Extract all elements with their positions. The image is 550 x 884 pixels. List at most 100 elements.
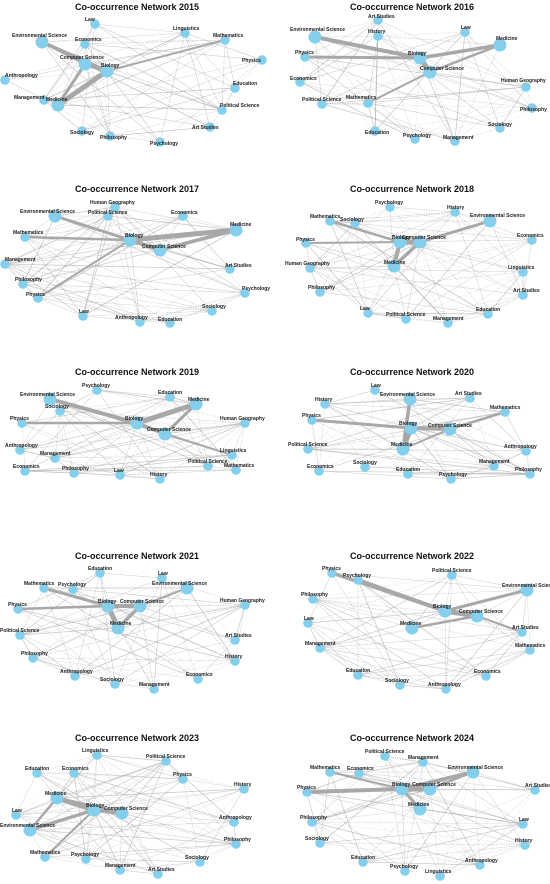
node-circle[interactable]: [450, 207, 460, 217]
node-circle[interactable]: [373, 31, 383, 41]
node-circle[interactable]: [39, 95, 49, 105]
node-circle[interactable]: [18, 279, 28, 289]
node-economics[interactable]: Economics: [171, 210, 198, 221]
node-circle[interactable]: [483, 214, 497, 228]
node-circle[interactable]: [466, 765, 480, 779]
node-psychology[interactable]: Psychology: [403, 133, 431, 144]
node-philosophy[interactable]: Philosophy: [520, 103, 547, 113]
node-circle[interactable]: [43, 392, 57, 406]
node-circle[interactable]: [521, 446, 531, 456]
node-economics[interactable]: Economics: [474, 669, 501, 681]
node-circle[interactable]: [195, 857, 205, 867]
node-circle[interactable]: [50, 453, 60, 463]
node-political-science[interactable]: Political Science: [386, 312, 426, 324]
node-psychology[interactable]: Psychology: [150, 137, 178, 147]
node-circle[interactable]: [35, 35, 49, 49]
node-circle[interactable]: [33, 293, 43, 303]
node-art-studies[interactable]: Art Studies: [192, 122, 219, 132]
node-circle[interactable]: [308, 594, 318, 604]
node-circle[interactable]: [87, 803, 101, 817]
node-computer-science[interactable]: Computer Science: [147, 427, 191, 441]
node-environmental-science[interactable]: Environmental Science: [152, 581, 207, 595]
node-circle[interactable]: [20, 466, 30, 476]
node-circle[interactable]: [48, 209, 62, 223]
node-circle[interactable]: [308, 30, 322, 44]
node-environmental-science[interactable]: Environmental Science: [0, 823, 55, 837]
node-circle[interactable]: [165, 392, 175, 402]
node-environmental-science[interactable]: Environmental Science: [12, 33, 67, 49]
node-physics[interactable]: Physics: [26, 292, 45, 303]
node-circle[interactable]: [230, 635, 240, 645]
node-circle[interactable]: [495, 123, 505, 133]
node-circle[interactable]: [207, 306, 217, 316]
node-computer-science[interactable]: Computer Science: [420, 65, 464, 79]
node-circle[interactable]: [363, 98, 373, 108]
node-physics[interactable]: Physics: [297, 785, 316, 797]
node-environmental-science[interactable]: Environmental Science: [470, 213, 525, 228]
node-management[interactable]: Management: [40, 451, 71, 463]
node-circle[interactable]: [135, 317, 145, 327]
node-circle[interactable]: [149, 684, 159, 694]
node-circle[interactable]: [158, 427, 172, 441]
node-circle[interactable]: [396, 442, 410, 456]
node-circle[interactable]: [110, 679, 120, 689]
node-art-studies[interactable]: Art Studies: [148, 867, 175, 879]
node-law[interactable]: Law: [78, 309, 89, 321]
node-education[interactable]: Education: [230, 81, 257, 93]
node-circle[interactable]: [20, 232, 30, 242]
node-computer-science[interactable]: Computer Science: [402, 235, 446, 249]
node-circle[interactable]: [111, 621, 125, 635]
node-law[interactable]: Law: [11, 808, 22, 820]
node-history[interactable]: History: [447, 205, 464, 217]
node-circle[interactable]: [315, 287, 325, 297]
node-circle[interactable]: [393, 235, 407, 249]
node-medicine[interactable]: Medicine: [391, 442, 413, 456]
node-circle[interactable]: [180, 581, 194, 595]
node-circle[interactable]: [103, 211, 113, 221]
node-circle[interactable]: [518, 819, 528, 829]
node-circle[interactable]: [155, 137, 165, 147]
node-circle[interactable]: [307, 817, 317, 827]
node-circle[interactable]: [525, 645, 535, 655]
node-circle[interactable]: [475, 860, 485, 870]
node-law[interactable]: Law: [157, 571, 168, 583]
node-philosophy[interactable]: Philosophy: [300, 815, 327, 827]
node-political-science[interactable]: Political Science: [188, 459, 228, 471]
node-management[interactable]: Management: [443, 135, 474, 146]
node-management[interactable]: Management: [14, 95, 49, 105]
node-economics[interactable]: Economics: [347, 766, 374, 778]
node-circle[interactable]: [470, 609, 484, 623]
node-political-science[interactable]: Political Science: [217, 103, 260, 115]
node-circle[interactable]: [489, 461, 499, 471]
node-political-science[interactable]: Political Science: [432, 568, 472, 580]
node-circle[interactable]: [450, 136, 460, 146]
node-environmental-science[interactable]: Environmental Science: [290, 27, 345, 44]
node-circle[interactable]: [161, 756, 171, 766]
node-medicine[interactable]: Medicine: [384, 259, 406, 273]
node-linguistics[interactable]: Linguistics: [82, 748, 109, 760]
node-circle[interactable]: [78, 311, 88, 321]
node-circle[interactable]: [530, 785, 540, 795]
node-circle[interactable]: [231, 465, 241, 475]
node-anthropology[interactable]: Anthropology: [504, 444, 537, 456]
node-management[interactable]: Management: [0, 257, 36, 269]
node-medicine[interactable]: Medicine: [408, 802, 430, 816]
node-circle[interactable]: [400, 866, 410, 876]
node-circle[interactable]: [320, 399, 330, 409]
node-psychology[interactable]: Psychology: [375, 200, 403, 212]
node-medicine[interactable]: Medicine: [229, 222, 252, 237]
node-economics[interactable]: Economics: [290, 76, 317, 87]
node-anthropology[interactable]: Anthropology: [115, 315, 148, 327]
node-circle[interactable]: [353, 670, 363, 680]
node-medicine[interactable]: Medicine: [188, 397, 210, 411]
node-law[interactable]: Law: [460, 25, 471, 37]
node-computer-science[interactable]: Computer Science: [412, 782, 456, 796]
node-history[interactable]: History: [368, 29, 385, 41]
node-circle[interactable]: [525, 469, 535, 479]
node-circle[interactable]: [0, 259, 10, 269]
node-political-science[interactable]: Political Science: [365, 749, 405, 761]
node-education[interactable]: Education: [158, 390, 182, 402]
node-circle[interactable]: [81, 854, 91, 864]
node-human-geography[interactable]: Human Geography: [501, 78, 546, 92]
node-art-studies[interactable]: Art Studies: [225, 263, 252, 274]
